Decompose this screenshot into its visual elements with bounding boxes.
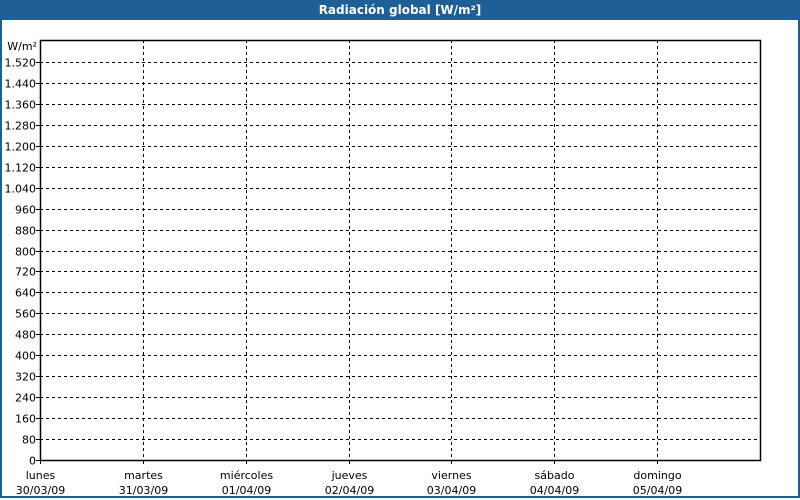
x-day-label: domingo xyxy=(633,469,681,482)
y-tick-label: 720 xyxy=(15,266,36,279)
y-tick-label: 160 xyxy=(15,413,36,426)
y-tick-label: 1.440 xyxy=(5,78,37,91)
x-day-label: sábado xyxy=(535,469,575,482)
y-axis-label: W/m² xyxy=(7,40,37,53)
y-tick-label: 800 xyxy=(15,246,36,259)
y-tick-label: 0 xyxy=(29,455,36,468)
y-tick-label: 240 xyxy=(15,392,36,405)
x-date-label: 03/04/09 xyxy=(427,484,476,497)
y-tick-label: 1.200 xyxy=(5,141,37,154)
y-tick-label: 560 xyxy=(15,308,36,321)
x-date-label: 01/04/09 xyxy=(222,484,271,497)
y-tick-label: 960 xyxy=(15,204,36,217)
y-tick-label: 640 xyxy=(15,287,36,300)
y-tick-label: 1.120 xyxy=(5,162,37,175)
x-day-label: jueves xyxy=(331,469,368,482)
y-tick-label: 880 xyxy=(15,225,36,238)
x-day-label: viernes xyxy=(431,469,471,482)
y-tick-label: 80 xyxy=(22,434,36,447)
y-tick-label: 320 xyxy=(15,371,36,384)
x-date-label: 04/04/09 xyxy=(530,484,579,497)
plot-area xyxy=(39,39,762,462)
x-day-label: miércoles xyxy=(220,469,273,482)
x-date-label: 31/03/09 xyxy=(119,484,168,497)
y-tick-label: 1.520 xyxy=(5,57,37,70)
x-date-label: 05/04/09 xyxy=(633,484,682,497)
x-date-label: 30/03/09 xyxy=(16,484,65,497)
y-tick-label: 1.040 xyxy=(5,183,37,196)
x-date-label: 02/04/09 xyxy=(325,484,374,497)
y-tick-label: 480 xyxy=(15,329,36,342)
y-tick-label: 400 xyxy=(15,350,36,363)
chart-title: Radiación global [W/m²] xyxy=(0,0,800,20)
y-tick-label: 1.280 xyxy=(5,120,37,133)
x-day-label: lunes xyxy=(26,469,56,482)
x-day-label: martes xyxy=(124,469,163,482)
y-tick-label: 1.360 xyxy=(5,99,37,112)
